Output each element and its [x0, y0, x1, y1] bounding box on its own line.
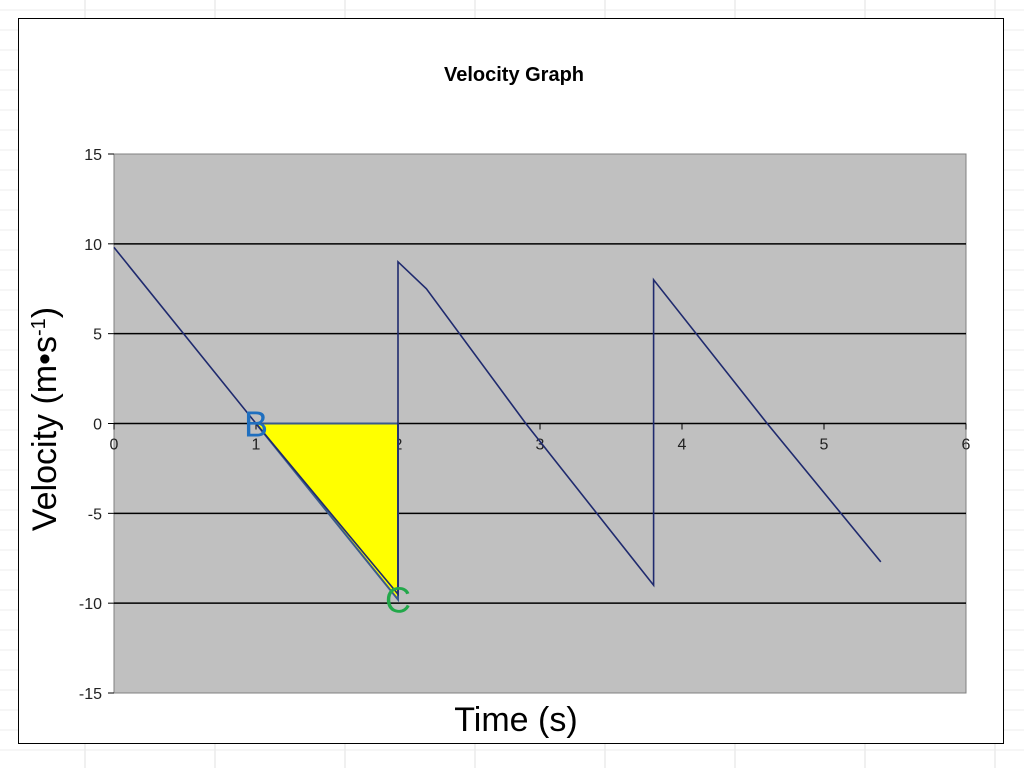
y-axis-title-superscript: -1: [28, 318, 50, 336]
y-tick-label: -10: [79, 596, 102, 613]
x-axis-title: Time (s): [454, 701, 577, 739]
y-tick-label: -15: [79, 686, 102, 703]
x-tick-label: 3: [536, 437, 545, 454]
point-label-b: B: [244, 404, 268, 445]
chart-title: Velocity Graph: [444, 64, 584, 86]
velocity-line: [113, 246, 882, 597]
y-tick-label: 10: [84, 237, 102, 254]
x-tick-label: 0: [110, 437, 119, 454]
y-tick-label: 0: [93, 417, 102, 434]
x-tick-label: 1: [252, 437, 261, 454]
y-tick-label: 5: [93, 327, 102, 344]
point-label-c: C: [385, 580, 411, 621]
y-axis-title-main: Velocity (m•s: [26, 336, 64, 531]
y-tick-label: -5: [88, 506, 102, 523]
x-tick-label: 6: [962, 437, 971, 454]
y-tick-label: 15: [84, 147, 102, 164]
x-tick-label: 5: [820, 437, 829, 454]
y-axis-title: Velocity (m•s-1): [26, 307, 64, 531]
x-tick-label: 4: [678, 437, 687, 454]
y-axis-title-close: ): [26, 307, 64, 318]
